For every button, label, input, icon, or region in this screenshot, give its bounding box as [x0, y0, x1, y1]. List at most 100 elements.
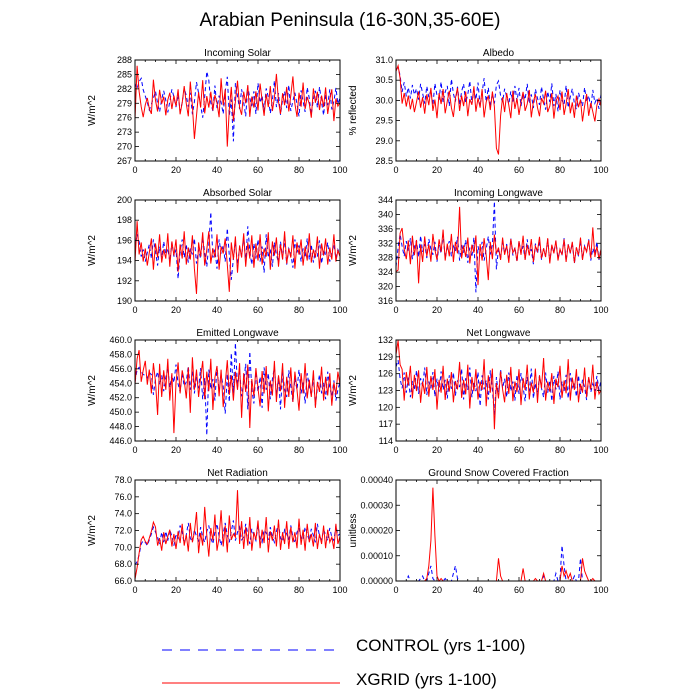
- y-axis-label: W/m^2: [87, 95, 98, 126]
- x-tick-label: 0: [132, 305, 137, 315]
- panel-title: Net Radiation: [207, 468, 268, 479]
- y-tick-label: 70.0: [114, 542, 132, 552]
- x-tick-label: 100: [332, 305, 347, 315]
- y-axis-label: W/m^2: [87, 375, 98, 406]
- panel-6: Net Longwave W/m^2 0 20 40 60 80 100 114 117 120 12…: [348, 328, 609, 455]
- y-tick-label: 30.0: [375, 95, 393, 105]
- y-tick-label: 123: [378, 386, 393, 396]
- y-tick-label: 448.0: [109, 422, 132, 432]
- panel-7: Net Radiation W/m^2 0 20 40 60 80 100 66.0 68.0 70…: [87, 468, 348, 595]
- series-xgrid-line: [134, 490, 341, 580]
- y-tick-label: 120: [378, 402, 393, 412]
- y-tick-label: 454.0: [109, 378, 132, 388]
- y-tick-label: 30.5: [375, 75, 393, 85]
- panel-3: Absorbed Solar W/m^2 0 20 40 60 80 100 190 192 194…: [87, 188, 348, 315]
- x-tick-label: 60: [514, 585, 524, 595]
- x-tick-label: 80: [555, 165, 565, 175]
- x-tick-label: 80: [555, 585, 565, 595]
- x-tick-label: 20: [432, 305, 442, 315]
- series-control-line: [395, 201, 602, 293]
- y-tick-label: 194: [117, 256, 132, 266]
- y-tick-label: 332: [378, 238, 393, 248]
- x-tick-label: 0: [132, 585, 137, 595]
- y-tick-label: 340: [378, 209, 393, 219]
- x-tick-label: 40: [473, 305, 483, 315]
- y-tick-label: 29.5: [375, 116, 393, 126]
- y-tick-label: 285: [117, 69, 132, 79]
- x-tick-label: 20: [432, 445, 442, 455]
- plot-frame: [395, 479, 602, 582]
- series-xgrid-line: [134, 349, 341, 434]
- x-tick-label: 20: [171, 165, 181, 175]
- y-tick-label: 0.00030: [360, 500, 393, 510]
- x-tick-label: 80: [555, 305, 565, 315]
- x-tick-label: 80: [294, 165, 304, 175]
- y-tick-label: 0.00040: [360, 475, 393, 485]
- y-tick-label: 279: [117, 98, 132, 108]
- x-tick-label: 20: [171, 585, 181, 595]
- y-axis-label: W/m^2: [87, 235, 98, 266]
- x-tick-label: 100: [593, 305, 608, 315]
- y-tick-label: 117: [379, 419, 393, 429]
- x-tick-label: 0: [132, 165, 137, 175]
- x-tick-label: 60: [514, 445, 524, 455]
- series-xgrid-line: [134, 221, 341, 294]
- x-tick-label: 40: [212, 305, 222, 315]
- panel-title: Absorbed Solar: [203, 188, 273, 199]
- y-tick-label: 129: [378, 352, 393, 362]
- figure-title: Arabian Peninsula (16-30N,35-60E): [199, 10, 501, 31]
- series-xgrid-line: [134, 65, 341, 147]
- y-tick-label: 460.0: [109, 335, 132, 345]
- y-tick-label: 450.0: [109, 407, 132, 417]
- y-tick-label: 192: [117, 276, 132, 286]
- y-tick-label: 68.0: [114, 559, 132, 569]
- y-tick-label: 31.0: [375, 55, 393, 65]
- y-tick-label: 276: [117, 113, 132, 123]
- y-tick-label: 328: [378, 253, 393, 263]
- x-tick-label: 100: [593, 445, 608, 455]
- y-tick-label: 452.0: [109, 393, 132, 403]
- series-xgrid-line: [395, 340, 602, 430]
- x-tick-label: 0: [393, 165, 398, 175]
- y-tick-label: 198: [117, 215, 132, 225]
- y-tick-label: 29.0: [375, 136, 393, 146]
- x-tick-label: 80: [294, 585, 304, 595]
- x-tick-label: 60: [253, 445, 263, 455]
- x-tick-label: 40: [473, 165, 483, 175]
- x-tick-label: 100: [593, 585, 608, 595]
- y-tick-label: 74.0: [114, 509, 132, 519]
- x-tick-label: 20: [171, 305, 181, 315]
- x-tick-label: 0: [132, 445, 137, 455]
- x-tick-label: 40: [212, 585, 222, 595]
- plot-frame: [134, 199, 341, 302]
- y-tick-label: 270: [117, 142, 132, 152]
- y-tick-label: 66.0: [114, 576, 132, 586]
- y-tick-label: 28.5: [375, 156, 393, 166]
- x-tick-label: 60: [253, 585, 263, 595]
- panel-title: Net Longwave: [467, 328, 531, 339]
- panel-2: Albedo % reflected 0 20 40 60 80 100 28.5 29.0 29.…: [348, 48, 609, 175]
- y-tick-label: 72.0: [114, 526, 132, 536]
- x-tick-label: 80: [294, 445, 304, 455]
- y-axis-label: W/m^2: [348, 235, 359, 266]
- x-tick-label: 60: [253, 165, 263, 175]
- x-tick-label: 40: [212, 165, 222, 175]
- y-tick-label: 320: [378, 282, 393, 292]
- x-tick-label: 20: [432, 585, 442, 595]
- panel-title: Incoming Solar: [204, 48, 271, 59]
- y-tick-label: 446.0: [109, 436, 132, 446]
- panel-title: Albedo: [483, 48, 515, 59]
- panel-title: Ground Snow Covered Fraction: [428, 468, 569, 479]
- y-tick-label: 267: [117, 156, 132, 166]
- x-tick-label: 80: [555, 445, 565, 455]
- series-xgrid-line: [395, 206, 602, 286]
- x-tick-label: 0: [393, 305, 398, 315]
- panel-4: Incoming Longwave W/m^2 0 20 40 60 80 100 316 320…: [348, 188, 609, 315]
- panel-8: Ground Snow Covered Fraction unitless 0 20 4…: [348, 468, 609, 595]
- y-tick-label: 0.00010: [360, 551, 393, 561]
- y-tick-label: 273: [117, 127, 132, 137]
- x-tick-label: 100: [332, 585, 347, 595]
- panel-1: Incoming Solar W/m^2 0 20 40 60 80 100 267 270 273…: [87, 48, 348, 175]
- x-tick-label: 100: [332, 445, 347, 455]
- y-tick-label: 76.0: [114, 492, 132, 502]
